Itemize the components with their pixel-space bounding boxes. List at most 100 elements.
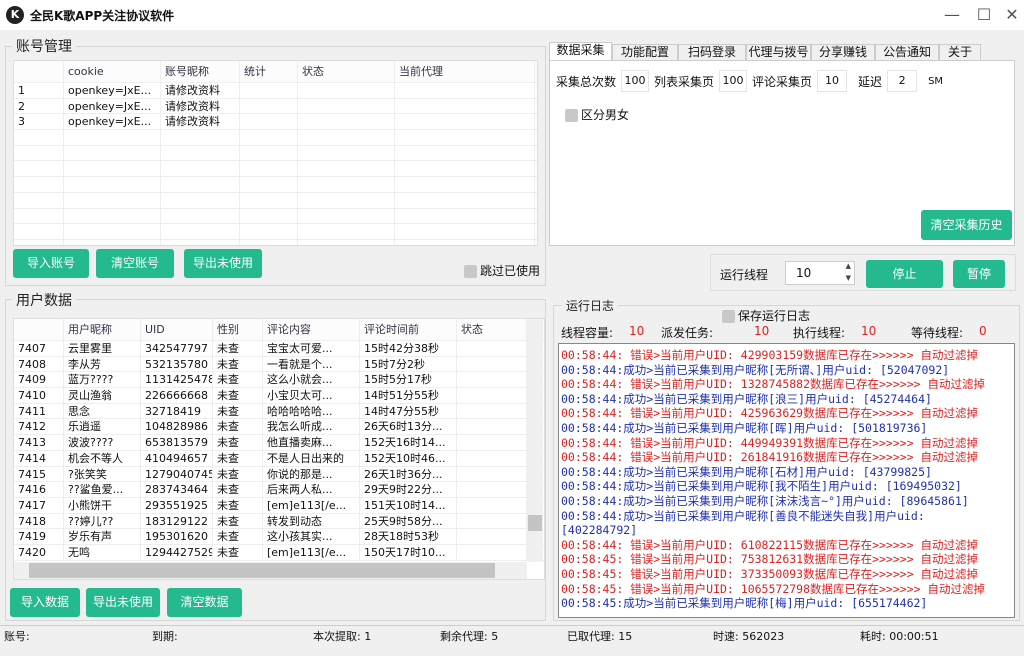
maximize-button[interactable]: ☐ <box>976 5 992 24</box>
table-cell: 1 <box>14 83 64 98</box>
column-header[interactable]: UID <box>141 319 213 340</box>
pause-button[interactable]: 暂停 <box>953 260 1005 288</box>
spinner-arrows-icon[interactable]: ▲ ▼ <box>845 262 851 282</box>
table-row[interactable]: 3 openkey=JxE... 请修改资料 <box>14 114 537 131</box>
log-output[interactable]: 00:58:44: 错误>当前用户UID: 429903159数据库已存在>>>… <box>558 343 1015 618</box>
clear-accounts-button[interactable]: 清空账号 <box>96 249 174 278</box>
table-row[interactable]: 7410 灵山渔翁 226666668 未查 小宝贝太可... 14时51分55秒 <box>14 388 544 404</box>
gender-label: 区分男女 <box>581 108 630 122</box>
table-cell <box>457 482 527 497</box>
total-count-input[interactable]: 100 <box>621 70 650 92</box>
table-cell: 转发到动态 <box>263 513 360 529</box>
table-row[interactable]: 7419 岁乐有声 195301620 未查 这小孩其实... 28天18时53秒 <box>14 529 544 545</box>
table-row[interactable]: 7411 思念 32718419 未查 哈哈哈哈哈... 14时47分55秒 <box>14 403 544 420</box>
skip-used-checkbox[interactable]: 跳过已使用 <box>464 262 540 279</box>
export-unused-accounts-button[interactable]: 导出未使用 <box>184 249 262 278</box>
table-cell: 26天1时36分... <box>360 466 457 482</box>
table-cell: 你说的那是... <box>263 466 360 482</box>
table-cell <box>457 372 527 388</box>
table-row[interactable]: 7408 李从芳 532135780 未查 一看就是个... 15时7分2秒 <box>14 356 544 373</box>
table-row[interactable]: 7413 波波???? 653813579 未查 他直播卖麻... 152天16时14..… <box>14 435 544 451</box>
user-table[interactable]: 用户昵称 UID 性别 评论内容 评论时间前 状态 7407 云里雾里 342547797 未查宝… <box>13 318 545 580</box>
table-cell: 我怎么听成... <box>263 419 360 435</box>
table-cell: 请修改资料 <box>161 114 240 130</box>
table-cell <box>64 161 161 177</box>
table-cell <box>457 388 527 403</box>
column-header[interactable] <box>14 61 64 82</box>
table-cell: 未查 <box>213 356 263 372</box>
table-cell <box>64 192 161 208</box>
save-log-checkbox[interactable]: 保存运行日志 <box>722 307 810 324</box>
column-header[interactable]: 用户昵称 <box>64 319 141 340</box>
close-button[interactable]: ✕ <box>1005 5 1019 24</box>
tab-6[interactable]: 关于 <box>939 44 981 61</box>
table-row[interactable]: 7418 ??婷儿?? 183129122 未查 转发到动态 25天9时58分... <box>14 513 544 530</box>
list-pages-label: 列表采集页 <box>654 74 715 89</box>
table-cell: 灵山渔翁 <box>64 388 141 403</box>
account-table[interactable]: cookie 账号昵称 统计 状态 当前代理 1 openkey=JxE... 请修改资料 2 o… <box>13 60 538 246</box>
delay-unit: SM <box>928 75 944 87</box>
horizontal-scrollbar[interactable] <box>14 562 527 579</box>
tab-0[interactable]: 数据采集 <box>549 42 612 61</box>
skip-used-label: 跳过已使用 <box>480 264 541 278</box>
table-row[interactable]: 1 openkey=JxE... 请修改资料 <box>14 83 537 99</box>
table-cell <box>298 130 395 145</box>
list-pages-input[interactable]: 100 <box>719 70 748 92</box>
table-cell: 无鸣 <box>64 544 141 560</box>
table-cell: 7410 <box>14 388 64 403</box>
status-expire: 到期: <box>152 630 178 643</box>
tab-4[interactable]: 分享赚钱 <box>811 44 875 61</box>
clear-data-button[interactable]: 清空数据 <box>167 588 242 617</box>
log-line: 00:58:44: 错误>当前用户UID: 425963629数据库已存在>>>… <box>561 406 979 421</box>
table-row[interactable]: 7420 无鸣 1294427529 未查 [em]e113[/e... 150天17时1… <box>14 544 544 561</box>
minimize-button[interactable]: — <box>944 5 960 24</box>
table-row[interactable]: 7415 ?张笑笑 1279040745 未查 你说的那是... 26天1时36分... <box>14 466 544 483</box>
column-header[interactable]: 评论内容 <box>263 319 360 340</box>
table-cell <box>457 513 527 529</box>
column-header[interactable]: cookie <box>64 61 161 82</box>
window-title: 全民K歌APP关注协议软件 <box>30 9 175 23</box>
table-cell: 14时51分55秒 <box>360 388 457 403</box>
import-data-button[interactable]: 导入数据 <box>10 588 80 617</box>
table-row[interactable]: 7407 云里雾里 342547797 未查 宝宝太可爱... 15时42分38秒 <box>14 341 544 357</box>
import-accounts-button[interactable]: 导入账号 <box>13 249 89 278</box>
column-header[interactable] <box>14 319 64 340</box>
table-row[interactable]: 2 openkey=JxE... 请修改资料 <box>14 98 537 115</box>
column-header[interactable]: 账号昵称 <box>161 61 240 82</box>
table-row[interactable]: 7412 乐逍遥 104828986 未查 我怎么听成... 26天6时13分... <box>14 419 544 436</box>
table-cell <box>457 466 527 482</box>
threads-spinner[interactable]: 10 ▲ ▼ <box>785 261 855 285</box>
table-cell: ??婷儿?? <box>64 513 141 529</box>
table-cell: 未查 <box>213 341 263 356</box>
table-row[interactable]: 7417 小熊饼干 293551925 未查 [em]e113[/e... 151天10时… <box>14 497 544 514</box>
table-row[interactable]: 7414 机会不等人 410494657 未查 不是人日出来的 152天10时46... <box>14 450 544 467</box>
tab-5[interactable]: 公告通知 <box>875 44 939 61</box>
table-cell <box>298 98 395 114</box>
table-cell <box>298 83 395 98</box>
export-unused-data-button[interactable]: 导出未使用 <box>86 588 160 617</box>
column-header[interactable]: 当前代理 <box>395 61 535 82</box>
table-cell: 未查 <box>213 482 263 497</box>
account-group-label: 账号管理 <box>12 36 76 56</box>
column-header[interactable]: 性别 <box>213 319 263 340</box>
column-header[interactable]: 状态 <box>298 61 395 82</box>
stop-button[interactable]: 停止 <box>866 260 943 288</box>
tab-2[interactable]: 扫码登录 <box>678 44 746 61</box>
log-line: 00:58:44: 错误>当前用户UID: 610822115数据库已存在>>>… <box>561 537 979 552</box>
table-row[interactable]: 7409 蓝万???? 1131425478 未查 这么小就会... 15时5分17秒 <box>14 372 544 389</box>
column-header[interactable]: 统计 <box>240 61 298 82</box>
scroll-thumb[interactable] <box>528 515 542 531</box>
hscroll-thumb[interactable] <box>29 563 495 578</box>
tab-1[interactable]: 功能配置 <box>612 44 678 61</box>
table-row[interactable]: 7416 ??鲨鱼爱... 283743464 未查 后来两人私... 29天9时22分.… <box>14 482 544 498</box>
column-header[interactable]: 状态 <box>457 319 527 340</box>
comment-pages-input[interactable]: 10 <box>817 70 848 92</box>
column-header[interactable]: 评论时间前 <box>360 319 457 340</box>
clear-history-button[interactable]: 清空采集历史 <box>921 210 1012 240</box>
table-cell <box>64 239 161 245</box>
table-cell: 未查 <box>213 450 263 466</box>
tab-3[interactable]: 代理与拨号 <box>746 44 811 61</box>
delay-input[interactable]: 2 <box>887 70 918 92</box>
gender-checkbox[interactable]: 区分男女 <box>565 106 629 123</box>
vertical-scrollbar[interactable] <box>527 319 543 562</box>
